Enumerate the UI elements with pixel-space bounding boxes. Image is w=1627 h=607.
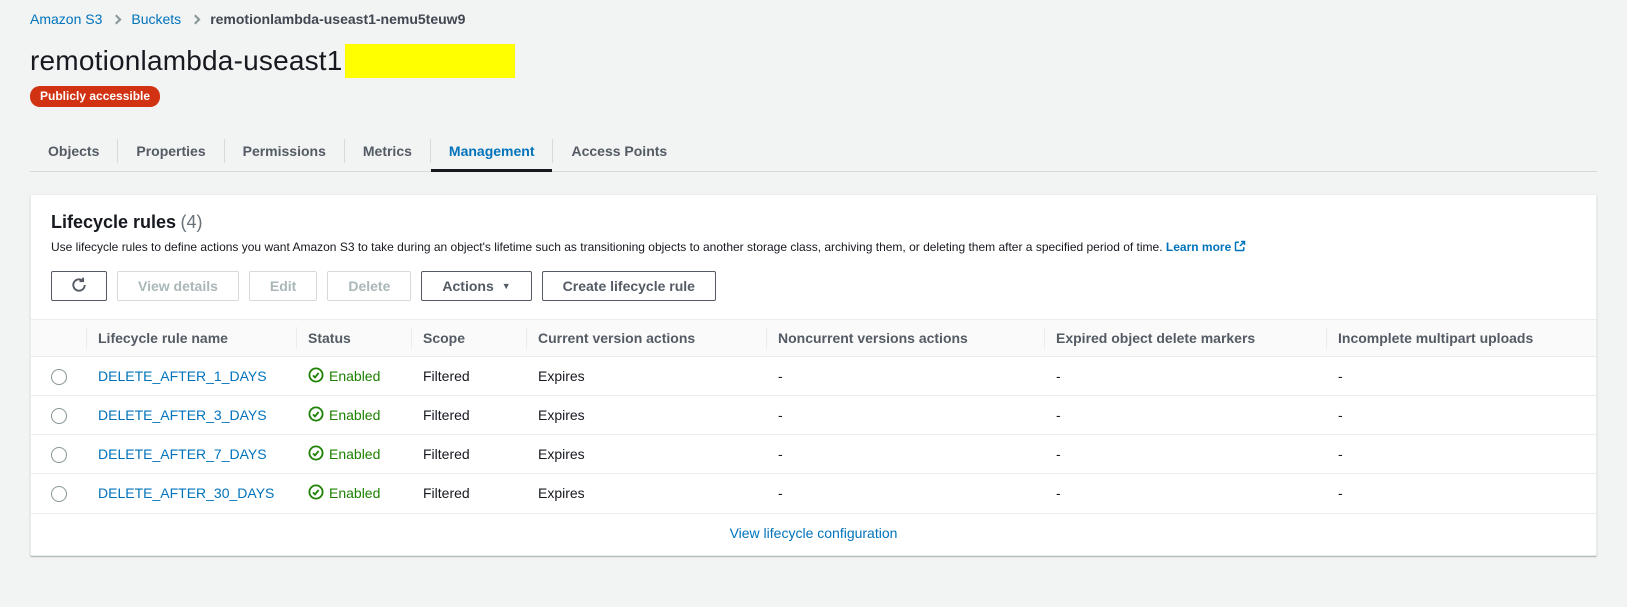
view-details-button[interactable]: View details <box>117 271 239 301</box>
rule-name-link[interactable]: DELETE_AFTER_30_DAYS <box>98 485 274 501</box>
tab-objects[interactable]: Objects <box>30 131 117 171</box>
scope-cell: Filtered <box>411 357 526 396</box>
table-row: DELETE_AFTER_1_DAYS Enabled Filtered Exp… <box>31 357 1596 396</box>
incomplete-uploads-cell: - <box>1326 396 1596 435</box>
current-version-cell: Expires <box>526 396 766 435</box>
expired-markers-cell: - <box>1044 396 1326 435</box>
noncurrent-versions-cell: - <box>766 435 1044 474</box>
panel-count: (4) <box>181 212 203 232</box>
current-version-cell: Expires <box>526 357 766 396</box>
breadcrumb-link-amazon-s3[interactable]: Amazon S3 <box>30 11 102 27</box>
view-lifecycle-configuration-link[interactable]: View lifecycle configuration <box>730 525 898 541</box>
lifecycle-rules-panel: Lifecycle rules (4) Use lifecycle rules … <box>30 194 1597 556</box>
edit-button[interactable]: Edit <box>249 271 317 301</box>
delete-button[interactable]: Delete <box>327 271 411 301</box>
noncurrent-versions-cell: - <box>766 357 1044 396</box>
panel-description-text: Use lifecycle rules to define actions yo… <box>51 240 1163 254</box>
noncurrent-versions-cell: - <box>766 474 1044 513</box>
scope-cell: Filtered <box>411 474 526 513</box>
row-radio[interactable] <box>51 486 67 502</box>
panel-description: Use lifecycle rules to define actions yo… <box>51 240 1576 255</box>
incomplete-uploads-cell: - <box>1326 357 1596 396</box>
column-header-expired-markers: Expired object delete markers <box>1044 320 1326 357</box>
row-radio[interactable] <box>51 447 67 463</box>
table-row: DELETE_AFTER_7_DAYS Enabled Filtered Exp… <box>31 435 1596 474</box>
row-radio[interactable] <box>51 369 67 385</box>
column-header-status: Status <box>296 320 411 357</box>
publicly-accessible-badge: Publicly accessible <box>30 86 160 107</box>
chevron-right-icon <box>191 15 201 25</box>
table-header: Lifecycle rule name Status Scope Current… <box>31 320 1596 357</box>
column-header-noncurrent-versions: Noncurrent versions actions <box>766 320 1044 357</box>
table-row: DELETE_AFTER_3_DAYS Enabled Filtered Exp… <box>31 396 1596 435</box>
badge-row: Publicly accessible <box>30 86 1597 107</box>
status-label: Enabled <box>329 368 380 384</box>
page-title: remotionlambda-useast1 <box>30 45 343 77</box>
column-header-rule-name: Lifecycle rule name <box>86 320 296 357</box>
refresh-icon <box>71 277 87 296</box>
tab-management[interactable]: Management <box>431 131 553 171</box>
scope-cell: Filtered <box>411 435 526 474</box>
breadcrumb: Amazon S3 Buckets remotionlambda-useast1… <box>30 0 1597 27</box>
refresh-button[interactable] <box>51 271 107 301</box>
rule-name-link[interactable]: DELETE_AFTER_7_DAYS <box>98 446 267 462</box>
tab-metrics[interactable]: Metrics <box>345 131 430 171</box>
incomplete-uploads-cell: - <box>1326 474 1596 513</box>
bucket-tabs: Objects Properties Permissions Metrics M… <box>30 131 1597 172</box>
noncurrent-versions-cell: - <box>766 396 1044 435</box>
expired-markers-cell: - <box>1044 435 1326 474</box>
actions-dropdown-button[interactable]: Actions ▼ <box>421 271 531 301</box>
column-header-incomplete-uploads: Incomplete multipart uploads <box>1326 320 1596 357</box>
column-header-scope: Scope <box>411 320 526 357</box>
check-circle-icon <box>308 367 324 386</box>
caret-down-icon: ▼ <box>502 282 511 291</box>
external-link-icon <box>1234 240 1246 255</box>
expired-markers-cell: - <box>1044 357 1326 396</box>
title-row: remotionlambda-useast1 <box>30 44 1597 78</box>
panel-header: Lifecycle rules (4) Use lifecycle rules … <box>31 195 1596 259</box>
current-version-cell: Expires <box>526 474 766 513</box>
check-circle-icon <box>308 445 324 464</box>
tab-properties[interactable]: Properties <box>118 131 223 171</box>
rule-name-link[interactable]: DELETE_AFTER_1_DAYS <box>98 368 267 384</box>
chevron-right-icon <box>112 15 122 25</box>
actions-label: Actions <box>442 278 493 294</box>
learn-more-label: Learn more <box>1166 240 1231 254</box>
expired-markers-cell: - <box>1044 474 1326 513</box>
s3-bucket-page: Amazon S3 Buckets remotionlambda-useast1… <box>0 0 1627 556</box>
tab-access-points[interactable]: Access Points <box>553 131 685 171</box>
scope-cell: Filtered <box>411 396 526 435</box>
lifecycle-rules-table: Lifecycle rule name Status Scope Current… <box>31 319 1596 513</box>
breadcrumb-current: remotionlambda-useast1-nemu5teuw9 <box>210 11 465 27</box>
current-version-cell: Expires <box>526 435 766 474</box>
select-column-header <box>31 320 86 357</box>
incomplete-uploads-cell: - <box>1326 435 1596 474</box>
create-lifecycle-rule-button[interactable]: Create lifecycle rule <box>542 271 716 301</box>
tab-permissions[interactable]: Permissions <box>225 131 344 171</box>
status-label: Enabled <box>329 485 380 501</box>
check-circle-icon <box>308 406 324 425</box>
column-header-current-version: Current version actions <box>526 320 766 357</box>
panel-footer: View lifecycle configuration <box>31 513 1596 555</box>
panel-title: Lifecycle rules <box>51 212 176 232</box>
table-row: DELETE_AFTER_30_DAYS Enabled Filtered Ex… <box>31 474 1596 513</box>
rule-name-link[interactable]: DELETE_AFTER_3_DAYS <box>98 407 267 423</box>
breadcrumb-link-buckets[interactable]: Buckets <box>131 11 181 27</box>
panel-toolbar: View details Edit Delete Actions ▼ Creat… <box>31 259 1596 319</box>
status-label: Enabled <box>329 446 380 462</box>
check-circle-icon <box>308 484 324 503</box>
row-radio[interactable] <box>51 408 67 424</box>
status-label: Enabled <box>329 407 380 423</box>
redaction-highlight <box>345 44 515 78</box>
learn-more-link[interactable]: Learn more <box>1166 240 1246 254</box>
